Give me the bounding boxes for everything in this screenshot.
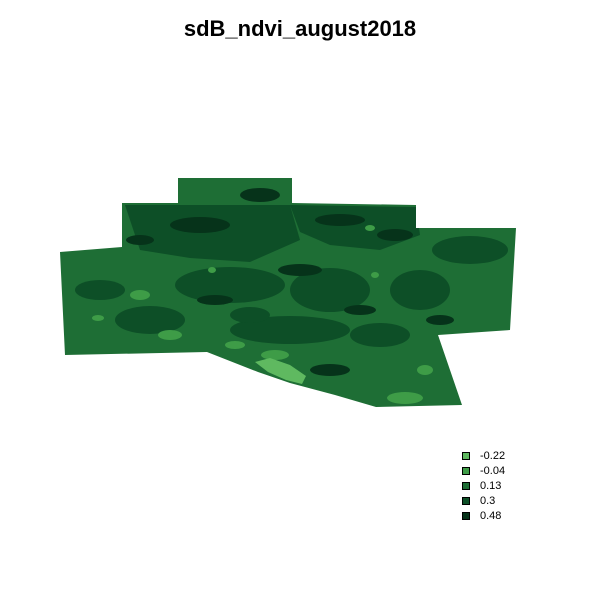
legend-swatch-icon bbox=[462, 511, 470, 520]
ndvi-class--0.04-patches bbox=[92, 225, 433, 404]
legend-label: 0.13 bbox=[480, 479, 502, 492]
map-title: sdB_ndvi_august2018 bbox=[183, 16, 417, 41]
legend-swatch-icon bbox=[462, 496, 470, 505]
legend-label: 0.3 bbox=[480, 494, 496, 507]
ndvi-class-0.3-patches bbox=[75, 205, 508, 347]
legend-item: -0.22 bbox=[462, 448, 505, 463]
legend-swatch-icon bbox=[462, 481, 470, 490]
ndvi-class--0.22-patches bbox=[255, 358, 306, 384]
ndvi-class-0.48-patches bbox=[126, 188, 454, 376]
legend-label: 0.48 bbox=[480, 509, 502, 522]
legend-label: -0.22 bbox=[480, 449, 506, 462]
legend-label: -0.04 bbox=[480, 464, 506, 477]
map-legend: -0.22 -0.04 0.13 0.3 0.48 bbox=[462, 448, 505, 523]
legend-item: -0.04 bbox=[462, 463, 505, 478]
legend-swatch-icon bbox=[462, 451, 470, 460]
legend-swatch-icon bbox=[462, 466, 470, 475]
legend-item: 0.48 bbox=[462, 508, 505, 523]
legend-item: 0.3 bbox=[462, 493, 505, 508]
legend-item: 0.13 bbox=[462, 478, 505, 493]
